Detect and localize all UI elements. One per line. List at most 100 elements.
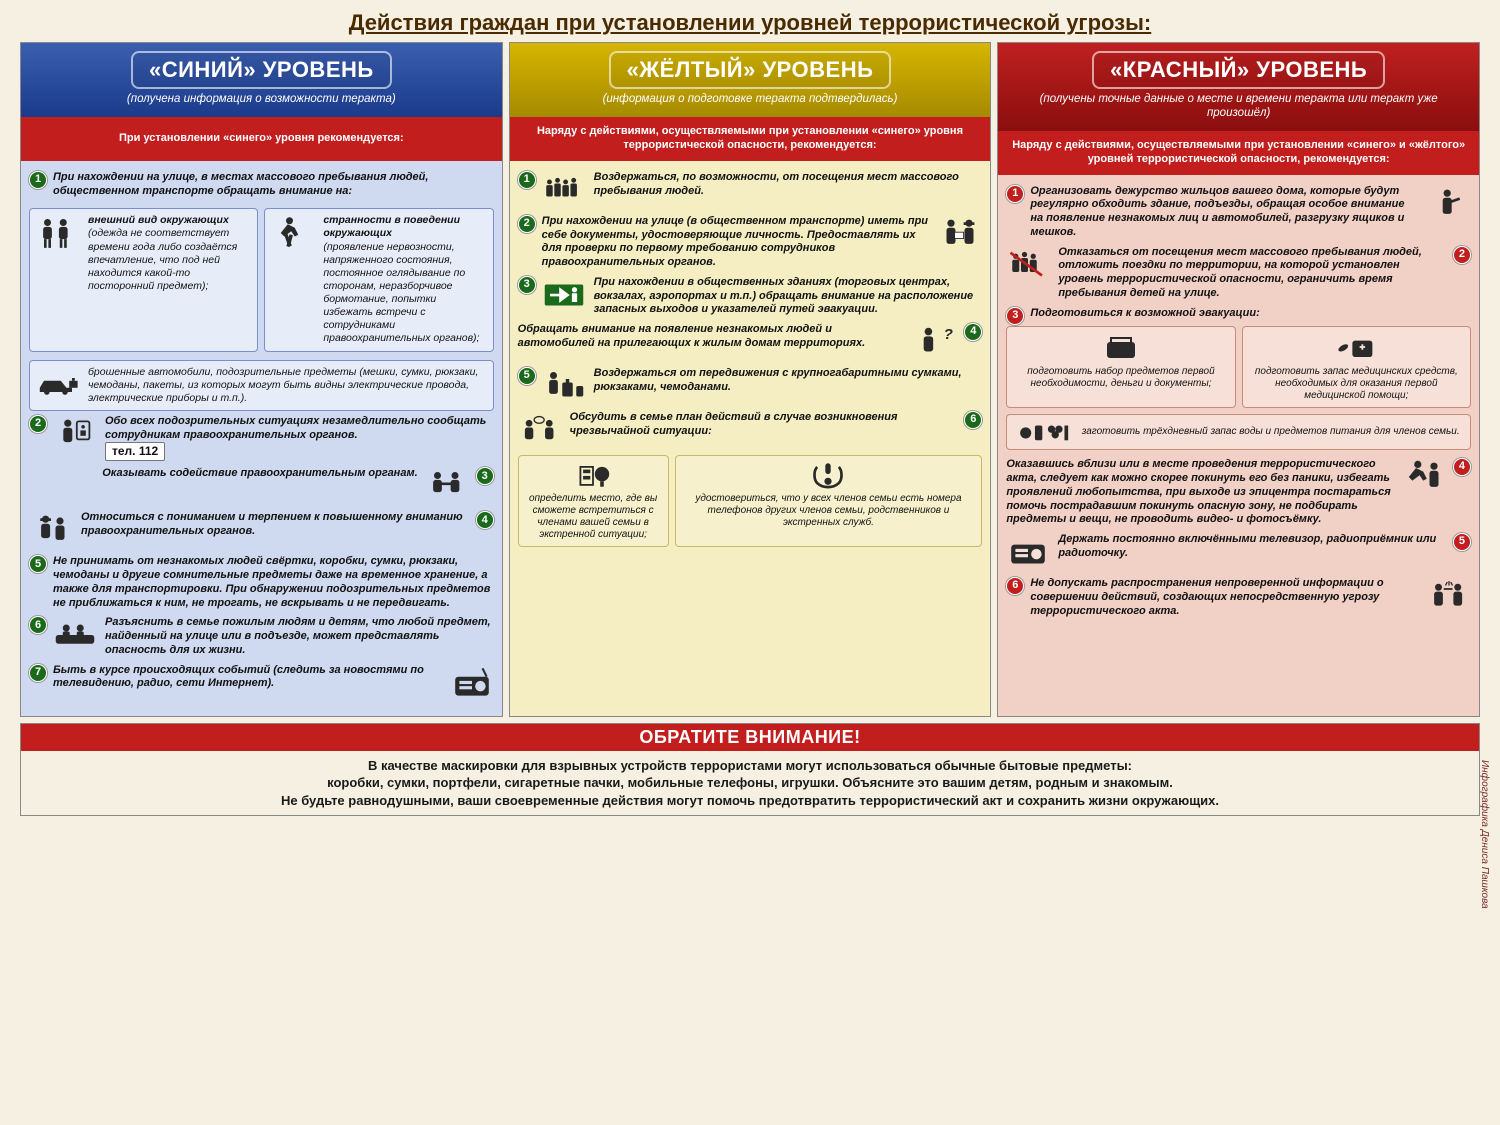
red-item-2: 2 Отказаться от посещения мест массового… bbox=[1006, 246, 1471, 301]
red-evac-cards: подготовить набор предметов первой необх… bbox=[1006, 326, 1471, 408]
num-1-icon: 1 bbox=[518, 171, 536, 189]
red-item-3: 3 Подготовиться к возможной эвакуации: bbox=[1006, 307, 1471, 321]
red-item-1: 1 Организовать дежурство жильцов вашего … bbox=[1006, 185, 1471, 240]
yellow-body: 1 Воздержаться, по возможности, от посещ… bbox=[510, 161, 991, 555]
yellow-item-5-text: Воздержаться от передвижения с крупногаб… bbox=[594, 367, 983, 395]
yellow-sub-phones: удостовериться, что у всех членов семьи … bbox=[675, 455, 983, 547]
yellow-item-2: 2 При нахождении на улице (в общественно… bbox=[518, 215, 983, 270]
exit-sign-icon bbox=[542, 276, 586, 314]
blue-item-6-text: Разъяснить в семье пожилым людям и детям… bbox=[105, 616, 494, 657]
blue-item-5-text: Не принимать от незнакомых людей свёртки… bbox=[53, 555, 490, 608]
num-4-icon: 4 bbox=[1453, 458, 1471, 476]
num-6-icon: 6 bbox=[29, 616, 47, 634]
num-5-icon: 5 bbox=[518, 367, 536, 385]
yellow-recommend-bar: Наряду с действиями, осуществляемыми при… bbox=[510, 117, 991, 161]
phone-box-icon bbox=[53, 415, 97, 453]
red-item-1-text: Организовать дежурство жильцов вашего до… bbox=[1030, 185, 1419, 240]
blue-item-2: 2 Обо всех подозрительных ситуациях неза… bbox=[29, 415, 494, 462]
yellow-sub1-text: определить место, где вы сможете встрети… bbox=[524, 493, 663, 541]
yellow-item-1-text: Воздержаться, по возможности, от посещен… bbox=[594, 171, 983, 199]
column-blue: «СИНИЙ» УРОВЕНЬ (получена информация о в… bbox=[20, 42, 503, 717]
red-item-3-title: Подготовиться к возможной эвакуации: bbox=[1030, 307, 1259, 319]
avoid-crowd-icon bbox=[1006, 246, 1050, 284]
credit: Инфографика Дениса Пашкова bbox=[1479, 760, 1490, 909]
red-sub-food: заготовить трёхдневный запас воды и пред… bbox=[1006, 414, 1471, 450]
num-2-icon: 2 bbox=[518, 215, 536, 233]
yellow-level-name: «ЖЁЛТЫЙ» УРОВЕНЬ bbox=[609, 51, 892, 89]
num-6-icon: 6 bbox=[1006, 577, 1024, 595]
red-level-sub: (получены точные данные о месте и времен… bbox=[1008, 93, 1469, 121]
blue-item-5: 5 Не принимать от незнакомых людей свёрт… bbox=[29, 555, 494, 610]
yellow-sub2-text: удостовериться, что у всех членов семьи … bbox=[681, 493, 977, 529]
blue-item-7-text: Быть в курсе происходящих событий (следи… bbox=[53, 664, 442, 692]
blue-header: «СИНИЙ» УРОВЕНЬ (получена информация о в… bbox=[21, 43, 502, 117]
footer-attention-bar: ОБРАТИТЕ ВНИМАНИЕ! bbox=[21, 724, 1479, 751]
num-5-icon: 5 bbox=[29, 555, 47, 573]
luggage-icon bbox=[542, 367, 586, 405]
blue-card2-body: (проявление нервозности, напряженного со… bbox=[323, 241, 479, 345]
blue-item-2-text: Обо всех подозрительных ситуациях незаме… bbox=[105, 415, 486, 441]
blue-card2-title: странности в поведении окружающих bbox=[323, 214, 460, 239]
red-level-name: «КРАСНЫЙ» УРОВЕНЬ bbox=[1092, 51, 1385, 89]
columns: «СИНИЙ» УРОВЕНЬ (получена информация о в… bbox=[20, 42, 1480, 717]
blue-body: 1 При нахождении на улице, в местах масс… bbox=[21, 161, 502, 716]
yellow-item-4-text: Обращать внимание на появление незнакомы… bbox=[518, 323, 907, 351]
column-red: «КРАСНЫЙ» УРОВЕНЬ (получены точные данны… bbox=[997, 42, 1480, 717]
red-header: «КРАСНЫЙ» УРОВЕНЬ (получены точные данны… bbox=[998, 43, 1479, 131]
blue-item-3: 3 Оказывать содействие правоохранительны… bbox=[29, 467, 494, 505]
yellow-sub-place: определить место, где вы сможете встрети… bbox=[518, 455, 669, 547]
red-item-6-text: Не допускать распространения непроверенн… bbox=[1030, 577, 1419, 618]
yellow-item-3-text: При нахождении в общественных зданиях (т… bbox=[594, 276, 983, 317]
red-recommend-bar: Наряду с действиями, осуществляемыми при… bbox=[998, 131, 1479, 175]
radio-icon bbox=[450, 664, 494, 702]
running-icon bbox=[271, 214, 315, 252]
yellow-item-1: 1 Воздержаться, по возможности, от посещ… bbox=[518, 171, 983, 209]
num-3-icon: 3 bbox=[1006, 307, 1024, 325]
num-7-icon: 7 bbox=[29, 664, 47, 682]
yellow-item-6: 6 Обсудить в семье план действий в случа… bbox=[518, 411, 983, 449]
red-item-4-text: Оказавшись вблизи или в месте проведения… bbox=[1006, 458, 1395, 527]
footer-text: В качестве маскировки для взрывных устро… bbox=[21, 751, 1479, 816]
yellow-item-2-text: При нахождении на улице (в общественном … bbox=[542, 215, 931, 270]
num-4-icon: 4 bbox=[964, 323, 982, 341]
red-sub3-text: заготовить трёхдневный запас воды и пред… bbox=[1082, 426, 1460, 438]
blue-cards-row: внешний вид окружающих (одежда не соотве… bbox=[29, 204, 494, 355]
footer-line-1: В качестве маскировки для взрывных устро… bbox=[33, 757, 1467, 775]
crowd-icon bbox=[542, 171, 586, 209]
num-3-icon: 3 bbox=[518, 276, 536, 294]
blue-card1-body: (одежда не соответствует времени года ли… bbox=[88, 227, 237, 292]
num-3-icon: 3 bbox=[476, 467, 494, 485]
yellow-subcards: определить место, где вы сможете встрети… bbox=[518, 455, 983, 547]
family-talk-icon bbox=[518, 411, 562, 449]
blue-card-appearance: внешний вид окружающих (одежда не соотве… bbox=[29, 208, 258, 351]
red-body: 1 Организовать дежурство жильцов вашего … bbox=[998, 175, 1479, 633]
red-item-2-text: Отказаться от посещения мест массового п… bbox=[1058, 246, 1447, 301]
flee-icon bbox=[1403, 458, 1447, 496]
family-sofa-icon bbox=[53, 616, 97, 654]
yellow-level-sub: (информация о подготовке теракта подтвер… bbox=[520, 93, 981, 107]
yellow-item-4: 4 ? Обращать внимание на появление незна… bbox=[518, 323, 983, 361]
blue-card3-text: брошенные автомобили, подозрительные пре… bbox=[88, 366, 487, 405]
stranger-icon: ? bbox=[914, 323, 958, 361]
yellow-item-3: 3 При нахождении в общественных зданиях … bbox=[518, 276, 983, 317]
num-6-icon: 6 bbox=[964, 411, 982, 429]
num-2-icon: 2 bbox=[1453, 246, 1471, 264]
assist-icon bbox=[426, 467, 470, 505]
page-title: Действия граждан при установлении уровне… bbox=[0, 0, 1500, 42]
blue-card-vehicles: брошенные автомобили, подозрительные пре… bbox=[29, 360, 494, 411]
red-item-6: 6 Не допускать распространения непровере… bbox=[1006, 577, 1471, 618]
red-sub-med: подготовить запас медицинских средств, н… bbox=[1242, 326, 1471, 408]
footer-line-2: коробки, сумки, портфели, сигаретные пач… bbox=[33, 774, 1467, 792]
blue-recommend-bar: При установлении «синего» уровня рекомен… bbox=[21, 117, 502, 161]
radio-tv-icon bbox=[1006, 533, 1050, 571]
blue-item-6: 6 Разъяснить в семье пожилым людям и дет… bbox=[29, 616, 494, 657]
red-sub2-text: подготовить запас медицинских средств, н… bbox=[1248, 366, 1465, 402]
column-yellow: «ЖЁЛТЫЙ» УРОВЕНЬ (информация о подготовк… bbox=[509, 42, 992, 717]
officer-icon bbox=[29, 511, 73, 549]
red-item-5: 5 Держать постоянно включёнными телевизо… bbox=[1006, 533, 1471, 571]
red-item-4: 4 Оказавшись вблизи или в месте проведен… bbox=[1006, 458, 1471, 527]
car-bag-icon bbox=[36, 366, 80, 404]
blue-level-sub: (получена информация о возможности терак… bbox=[31, 93, 492, 107]
num-5-icon: 5 bbox=[1453, 533, 1471, 551]
blue-item-1: 1 При нахождении на улице, в местах масс… bbox=[29, 171, 494, 199]
